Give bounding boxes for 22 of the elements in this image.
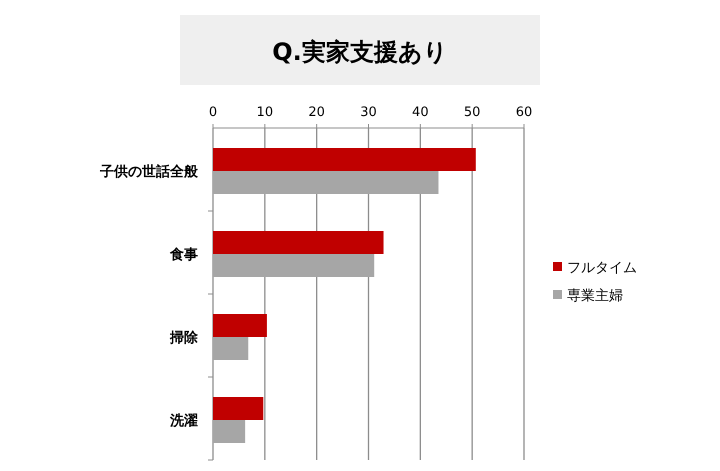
x-tick-label: 20 bbox=[308, 105, 325, 120]
bar bbox=[213, 337, 248, 360]
bar bbox=[213, 171, 438, 194]
legend-label: フルタイム bbox=[567, 260, 637, 276]
x-tick-label: 60 bbox=[516, 105, 532, 120]
bar bbox=[213, 148, 476, 171]
bar bbox=[213, 420, 246, 443]
x-tick-label: 10 bbox=[256, 105, 274, 120]
x-tick-label: 0 bbox=[208, 105, 218, 120]
bar bbox=[213, 314, 267, 337]
x-tick-label: 40 bbox=[412, 105, 429, 120]
bar bbox=[213, 231, 384, 254]
y-tick-label: 洗濯 bbox=[169, 413, 198, 429]
chart-title: Q.実家支援あり bbox=[272, 38, 448, 66]
x-tick-label: 50 bbox=[464, 105, 480, 120]
legend-label: 専業主婦 bbox=[567, 288, 623, 304]
bar bbox=[213, 254, 374, 277]
bar bbox=[213, 397, 264, 420]
y-tick-label: 食事 bbox=[169, 247, 198, 263]
x-tick-label: 30 bbox=[360, 105, 377, 120]
y-tick-label: 掃除 bbox=[169, 330, 199, 346]
y-tick-label: 子供の世話全般 bbox=[99, 164, 199, 180]
